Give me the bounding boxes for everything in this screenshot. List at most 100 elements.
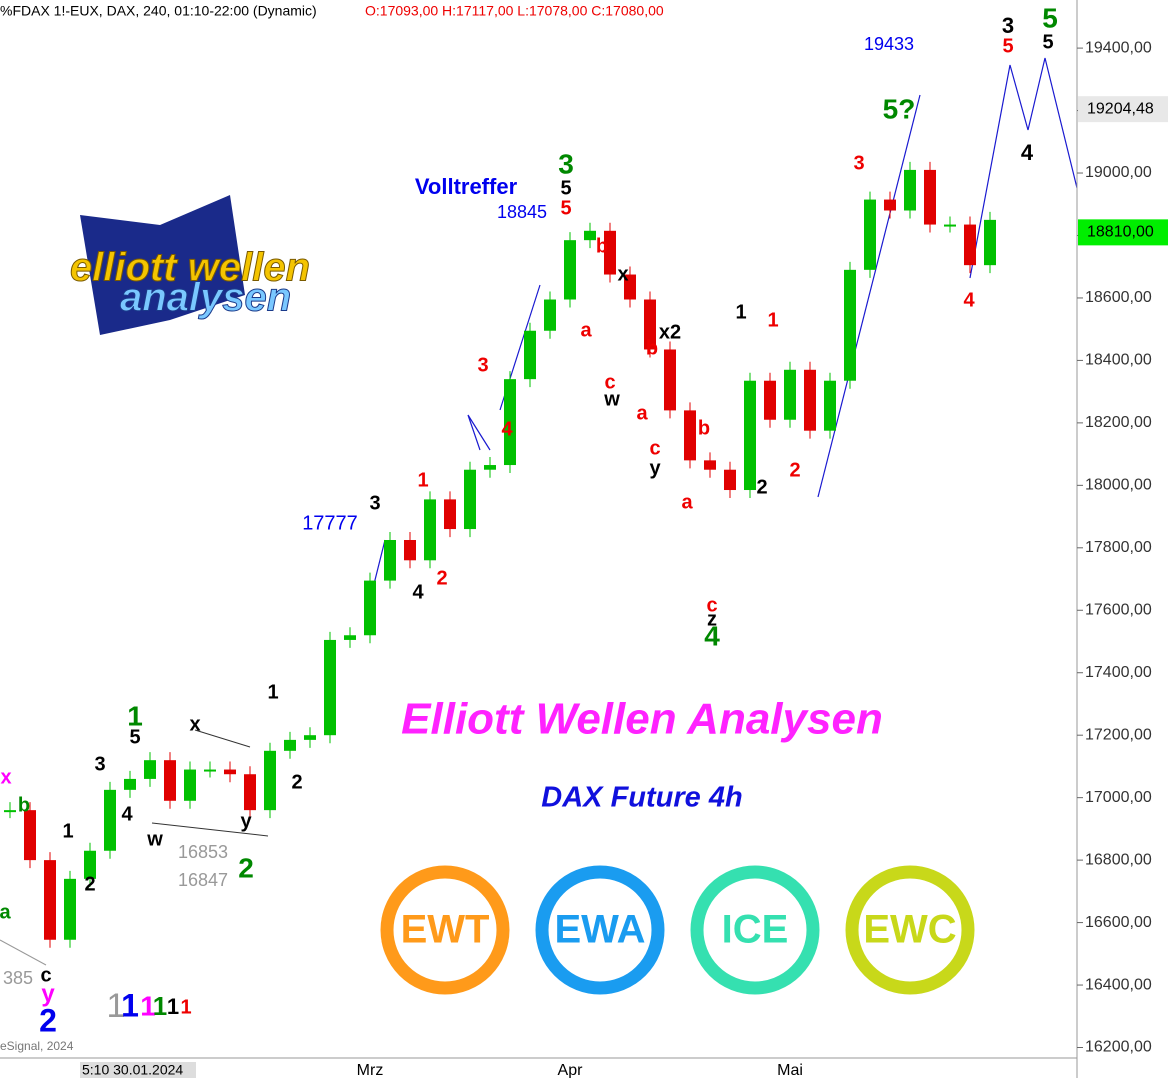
- x-tick-label: Mai: [777, 1062, 803, 1078]
- wave-label: x: [0, 766, 11, 788]
- projection-line: [969, 57, 1078, 279]
- wave-label: 1: [153, 991, 167, 1021]
- wave-label: 5: [1042, 2, 1058, 33]
- wave-label: 3: [853, 152, 864, 174]
- candle: [284, 739, 296, 751]
- trend-line: [0, 939, 47, 966]
- wave-label: 3: [477, 354, 488, 376]
- y-tick-label: 19000,00: [1085, 164, 1152, 181]
- candle: [384, 539, 396, 581]
- wave-label: a: [636, 402, 648, 424]
- candle: [204, 769, 216, 772]
- y-tick-label: 18200,00: [1085, 414, 1152, 431]
- wave-label: x: [617, 263, 628, 285]
- candle: [624, 274, 636, 300]
- y-tick-label: 17600,00: [1085, 601, 1152, 618]
- wave-label: 18845: [497, 202, 547, 222]
- candle: [104, 789, 116, 851]
- candle: [24, 810, 36, 861]
- symbol-header: %FDAX 1!-EUX, DAX, 240, 01:10-22:00 (Dyn…: [0, 3, 317, 19]
- candle: [424, 499, 436, 561]
- y-tick-label: 17000,00: [1085, 789, 1152, 806]
- y-tick-label: 17800,00: [1085, 539, 1152, 556]
- wave-label: 1: [121, 987, 139, 1023]
- candle: [304, 735, 316, 740]
- wave-label: 4: [121, 803, 133, 825]
- candle: [164, 760, 176, 801]
- wave-label: 3: [94, 753, 105, 775]
- wave-label: 5?: [883, 93, 916, 124]
- wave-label: 1: [767, 309, 778, 331]
- projection-line: [467, 414, 491, 451]
- wave-label: 1: [417, 469, 428, 491]
- wave-label: 4: [501, 418, 513, 440]
- wave-label: 2: [291, 771, 302, 793]
- wave-label: 1: [180, 996, 191, 1018]
- badge-label: EWC: [863, 908, 956, 952]
- candle: [124, 778, 136, 790]
- price-marker-label: 18810,00: [1087, 224, 1154, 241]
- logo-flag: [80, 195, 245, 335]
- wave-label: 2: [84, 873, 95, 895]
- badge-ring: [690, 865, 820, 995]
- logo: elliott wellen analysen: [70, 195, 311, 335]
- candle: [324, 639, 336, 736]
- wave-label: 4: [412, 581, 424, 603]
- candle: [964, 224, 976, 266]
- wave-label: 1: [735, 301, 746, 323]
- wave-label: 5: [560, 197, 571, 219]
- cursor-label: 5:10 30.01.2024: [82, 1062, 183, 1078]
- wave-label: 4: [963, 289, 975, 311]
- trend-lines: [0, 729, 269, 966]
- wave-label: 4: [704, 620, 720, 651]
- candle: [244, 774, 256, 811]
- badge-ring: [535, 865, 665, 995]
- wave-label: 2: [39, 1002, 57, 1038]
- wave-label: 385: [3, 968, 33, 988]
- badge-ring: [845, 865, 975, 995]
- wave-label: Volltreffer: [415, 174, 518, 199]
- projection-lines: [371, 57, 1078, 593]
- candle: [344, 635, 356, 640]
- trend-line: [151, 822, 269, 837]
- candle: [484, 465, 496, 470]
- y-tick-label: 16800,00: [1085, 851, 1152, 868]
- wave-label: 1: [62, 820, 73, 842]
- ohlc-header: O:17093,00 H:17117,00 L:17078,00 C:17080…: [365, 3, 664, 19]
- wave-label: b: [646, 337, 658, 359]
- wave-label: 4: [1021, 140, 1034, 165]
- logo-text: elliott wellen: [70, 246, 310, 290]
- candle: [404, 539, 416, 561]
- wave-label: b: [698, 417, 710, 439]
- wave-label: y: [41, 980, 55, 1007]
- candle: [844, 269, 856, 381]
- y-tick-label: 18000,00: [1085, 477, 1152, 494]
- wave-label: z: [707, 608, 717, 630]
- x-tick-label: Mrz: [357, 1062, 384, 1078]
- wave-label: c: [706, 594, 717, 616]
- wave-label: a: [0, 901, 11, 923]
- wave-label: x: [189, 713, 200, 735]
- wave-label: 3: [369, 492, 380, 514]
- wave-label: 2: [756, 476, 767, 498]
- wave-label: c: [40, 964, 51, 986]
- candle: [604, 230, 616, 275]
- y-tick-label: 16600,00: [1085, 914, 1152, 931]
- candle: [544, 299, 556, 331]
- y-tick-label: 18400,00: [1085, 352, 1152, 369]
- candle: [64, 878, 76, 940]
- copyright: eSignal, 2024: [0, 1039, 74, 1053]
- candle: [824, 380, 836, 431]
- candle: [644, 299, 656, 350]
- wave-label: y: [649, 457, 661, 479]
- y-tick-label: 17200,00: [1085, 726, 1152, 743]
- candle: [884, 199, 896, 211]
- candle: [924, 169, 936, 225]
- candle: [264, 750, 276, 811]
- wave-label: 5: [1042, 31, 1053, 53]
- candle: [764, 380, 776, 420]
- price-marker: [1078, 219, 1168, 246]
- wave-label: 3: [1002, 13, 1014, 38]
